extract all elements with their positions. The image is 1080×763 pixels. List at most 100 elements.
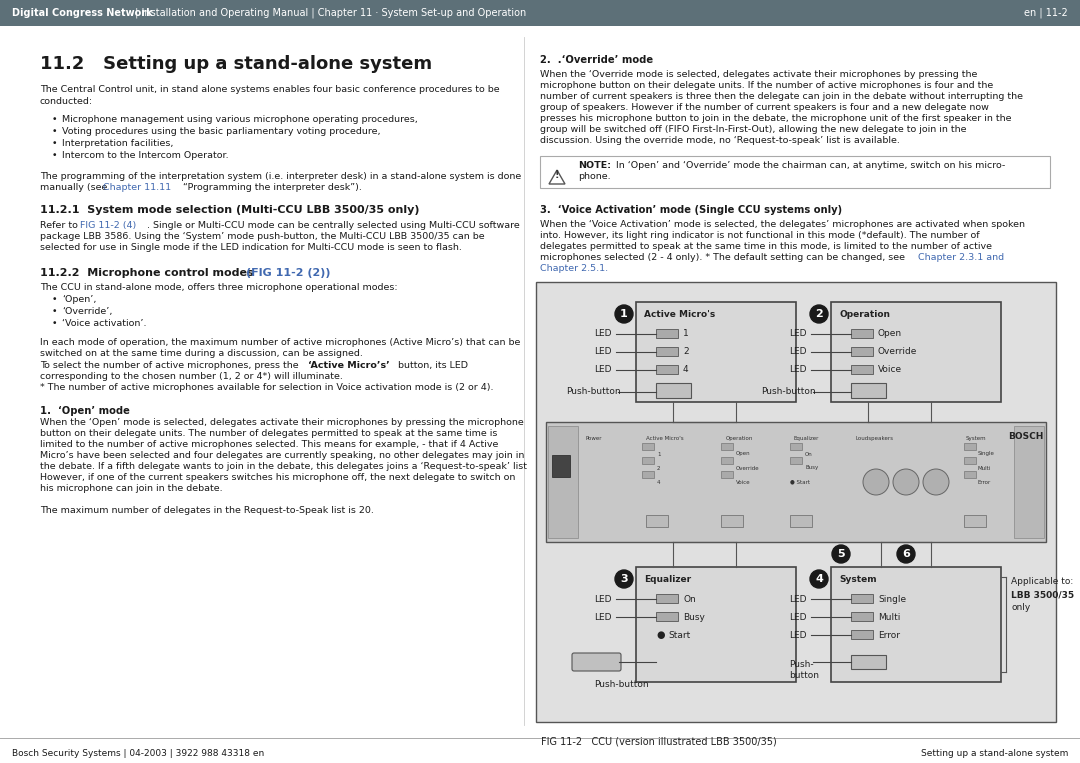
Text: LBB 3500/35: LBB 3500/35 bbox=[1011, 590, 1075, 599]
Text: microphone button on their delegate units. If the number of active microphones i: microphone button on their delegate unit… bbox=[540, 81, 994, 90]
Text: Digital Congress Network: Digital Congress Network bbox=[12, 8, 152, 18]
Text: Operation: Operation bbox=[726, 436, 754, 441]
Text: package LBB 3586. Using the ‘System’ mode push-button, the Multi-CCU LBB 3500/35: package LBB 3586. Using the ‘System’ mod… bbox=[40, 232, 485, 241]
Text: To select the number of active microphones, press the: To select the number of active microphon… bbox=[40, 361, 301, 370]
Text: delegates permitted to speak at the same time in this mode, is limited to the nu: delegates permitted to speak at the same… bbox=[540, 242, 993, 251]
Text: . Single or Multi-CCU mode can be centrally selected using Multi-CCU software: . Single or Multi-CCU mode can be centra… bbox=[147, 221, 519, 230]
Bar bbox=[1014, 426, 1044, 538]
Text: Refer to: Refer to bbox=[40, 221, 81, 230]
Bar bbox=[656, 347, 678, 356]
Text: | Installation and Operating Manual | Chapter 11 · System Set-up and Operation: | Installation and Operating Manual | Ch… bbox=[132, 8, 526, 18]
Text: 4: 4 bbox=[815, 574, 823, 584]
Circle shape bbox=[810, 570, 828, 588]
Text: Chapter 2.3.1 and: Chapter 2.3.1 and bbox=[918, 253, 1004, 262]
Text: •: • bbox=[52, 139, 57, 148]
Text: Intercom to the Intercom Operator.: Intercom to the Intercom Operator. bbox=[62, 151, 229, 160]
Polygon shape bbox=[549, 170, 565, 184]
Text: Setting up a stand-alone system: Setting up a stand-alone system bbox=[920, 749, 1068, 758]
Text: 3: 3 bbox=[620, 574, 627, 584]
Bar bbox=[831, 302, 1001, 402]
Text: 2: 2 bbox=[683, 347, 689, 356]
Text: 4: 4 bbox=[683, 365, 689, 375]
Text: !: ! bbox=[555, 170, 559, 180]
Text: 11.2.1  System mode selection (Multi-CCU LBB 3500/35 only): 11.2.1 System mode selection (Multi-CCU … bbox=[40, 205, 419, 215]
Text: Busy: Busy bbox=[683, 613, 705, 622]
Text: 1: 1 bbox=[620, 309, 627, 319]
Text: LED: LED bbox=[594, 613, 611, 622]
Text: Applicable to:: Applicable to: bbox=[1011, 577, 1074, 586]
Text: Multi: Multi bbox=[978, 465, 991, 471]
Bar bbox=[546, 422, 1047, 542]
Text: The CCU in stand-alone mode, offers three microphone operational modes:: The CCU in stand-alone mode, offers thre… bbox=[40, 283, 397, 292]
Text: 3.  ‘Voice Activation’ mode (Single CCU systems only): 3. ‘Voice Activation’ mode (Single CCU s… bbox=[540, 205, 842, 215]
Text: LED: LED bbox=[789, 347, 807, 356]
Text: FIG 11-2   CCU (version illustrated LBB 3500/35): FIG 11-2 CCU (version illustrated LBB 35… bbox=[541, 737, 777, 747]
Text: discussion. Using the override mode, no ‘Request-to-speak’ list is available.: discussion. Using the override mode, no … bbox=[540, 136, 900, 145]
Text: Chapter 2.5.1.: Chapter 2.5.1. bbox=[540, 264, 608, 273]
Bar bbox=[789, 443, 802, 450]
Text: Busy: Busy bbox=[805, 465, 819, 471]
Circle shape bbox=[810, 305, 828, 323]
Circle shape bbox=[863, 469, 889, 495]
Text: Interpretation facilities,: Interpretation facilities, bbox=[62, 139, 174, 148]
Circle shape bbox=[615, 305, 633, 323]
Bar bbox=[964, 443, 976, 450]
Bar bbox=[831, 567, 1001, 682]
Bar bbox=[636, 567, 796, 682]
Text: group of speakers. However if the number of current speakers is four and a new d: group of speakers. However if the number… bbox=[540, 103, 989, 112]
Text: 4: 4 bbox=[657, 479, 661, 485]
Text: Loudspeakers: Loudspeakers bbox=[856, 436, 894, 441]
Text: Power: Power bbox=[586, 436, 603, 441]
Text: FIG 11-2 (4): FIG 11-2 (4) bbox=[80, 221, 136, 230]
Text: Microphone management using various microphone operating procedures,: Microphone management using various micr… bbox=[62, 115, 418, 124]
Text: Single: Single bbox=[878, 594, 906, 604]
Text: •: • bbox=[52, 307, 57, 316]
Bar bbox=[642, 443, 654, 450]
Text: Active Micro's: Active Micro's bbox=[646, 436, 684, 441]
Text: LED: LED bbox=[789, 613, 807, 622]
Text: LED: LED bbox=[789, 330, 807, 339]
Text: Push-button: Push-button bbox=[594, 680, 649, 689]
Bar bbox=[851, 383, 886, 398]
Text: However, if one of the current speakers switches his microphone off, the next de: However, if one of the current speakers … bbox=[40, 473, 515, 482]
Text: ‘Active Micro’s’: ‘Active Micro’s’ bbox=[308, 361, 390, 370]
Bar bbox=[656, 329, 678, 338]
Text: In each mode of operation, the maximum number of active microphones (Active Micr: In each mode of operation, the maximum n… bbox=[40, 338, 521, 347]
Text: ‘Override’,: ‘Override’, bbox=[62, 307, 112, 316]
Text: Voting procedures using the basic parliamentary voting procedure,: Voting procedures using the basic parlia… bbox=[62, 127, 380, 136]
Bar bbox=[656, 594, 678, 603]
Text: System: System bbox=[966, 436, 987, 441]
Text: LED: LED bbox=[594, 347, 611, 356]
Text: 1: 1 bbox=[683, 330, 689, 339]
Bar bbox=[964, 457, 976, 464]
Text: Open: Open bbox=[878, 330, 902, 339]
Bar bbox=[851, 612, 873, 621]
Text: On: On bbox=[683, 594, 696, 604]
Circle shape bbox=[923, 469, 949, 495]
Circle shape bbox=[832, 545, 850, 563]
Text: * The number of active microphones available for selection in Voice activation m: * The number of active microphones avail… bbox=[40, 383, 494, 392]
Bar bbox=[656, 383, 691, 398]
Text: 11.2   Setting up a stand-alone system: 11.2 Setting up a stand-alone system bbox=[40, 55, 432, 73]
Bar bbox=[548, 426, 578, 538]
Text: The programming of the interpretation system (i.e. interpreter desk) in a stand-: The programming of the interpretation sy… bbox=[40, 172, 522, 181]
Text: Error: Error bbox=[978, 479, 991, 485]
Text: switched on at the same time during a discussion, can be assigned.: switched on at the same time during a di… bbox=[40, 349, 363, 358]
Bar bbox=[851, 630, 873, 639]
Text: his microphone can join in the debate.: his microphone can join in the debate. bbox=[40, 484, 222, 493]
Text: selected for use in Single mode if the LED indication for Multi-CCU mode is seen: selected for use in Single mode if the L… bbox=[40, 243, 462, 252]
Bar bbox=[540, 156, 1050, 188]
Circle shape bbox=[615, 570, 633, 588]
Text: 1: 1 bbox=[657, 452, 661, 456]
Text: NOTE:: NOTE: bbox=[578, 161, 611, 170]
Bar bbox=[642, 471, 654, 478]
Text: 2.  .‘Override’ mode: 2. .‘Override’ mode bbox=[540, 55, 653, 65]
Text: only: only bbox=[1011, 603, 1030, 612]
Text: (FIG 11-2 (2)): (FIG 11-2 (2)) bbox=[246, 268, 330, 278]
Circle shape bbox=[897, 545, 915, 563]
Text: Equalizer: Equalizer bbox=[794, 436, 820, 441]
Text: In ‘Open’ and ‘Override’ mode the chairman can, at anytime, switch on his micro-: In ‘Open’ and ‘Override’ mode the chairm… bbox=[613, 161, 1005, 170]
FancyBboxPatch shape bbox=[572, 653, 621, 671]
Text: the debate. If a fifth delegate wants to join in the debate, this delegates join: the debate. If a fifth delegate wants to… bbox=[40, 462, 527, 471]
Text: presses his microphone button to join in the debate, the microphone unit of the : presses his microphone button to join in… bbox=[540, 114, 1012, 123]
